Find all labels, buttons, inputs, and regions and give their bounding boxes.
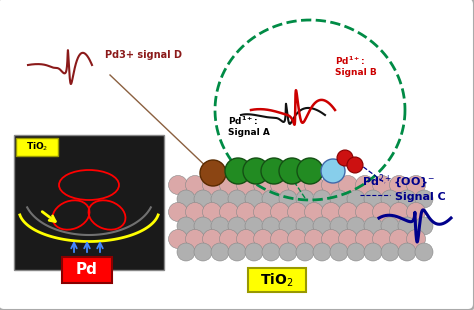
Circle shape	[364, 217, 382, 235]
Circle shape	[330, 190, 348, 208]
Circle shape	[398, 243, 416, 261]
Circle shape	[177, 243, 195, 261]
Circle shape	[296, 190, 314, 208]
Circle shape	[219, 229, 238, 249]
Circle shape	[202, 229, 221, 249]
FancyBboxPatch shape	[248, 268, 306, 292]
Text: Signal A: Signal A	[228, 128, 270, 137]
Circle shape	[347, 217, 365, 235]
Circle shape	[271, 229, 290, 249]
Text: TiO$_2$: TiO$_2$	[260, 271, 294, 289]
Circle shape	[228, 190, 246, 208]
Circle shape	[237, 229, 255, 249]
Circle shape	[185, 229, 204, 249]
Circle shape	[211, 190, 229, 208]
Bar	[16, 138, 58, 156]
Circle shape	[296, 243, 314, 261]
Circle shape	[225, 158, 251, 184]
Circle shape	[356, 202, 374, 222]
Circle shape	[356, 229, 374, 249]
Circle shape	[304, 175, 323, 194]
Circle shape	[261, 158, 287, 184]
Text: Signal C: Signal C	[395, 192, 446, 202]
Text: Pd: Pd	[76, 263, 98, 277]
Circle shape	[228, 217, 246, 235]
Circle shape	[211, 243, 229, 261]
Circle shape	[219, 202, 238, 222]
Circle shape	[279, 190, 297, 208]
Circle shape	[407, 175, 426, 194]
Circle shape	[390, 202, 409, 222]
Text: $\mathbf{Pd^{1+}}$:: $\mathbf{Pd^{1+}}$:	[335, 55, 365, 67]
Circle shape	[262, 190, 280, 208]
Circle shape	[168, 229, 188, 249]
Circle shape	[364, 243, 382, 261]
Circle shape	[338, 175, 357, 194]
Circle shape	[279, 158, 305, 184]
Circle shape	[279, 243, 297, 261]
Circle shape	[373, 229, 392, 249]
Circle shape	[296, 217, 314, 235]
Circle shape	[321, 202, 340, 222]
Circle shape	[415, 217, 433, 235]
Circle shape	[381, 243, 399, 261]
Circle shape	[228, 243, 246, 261]
Text: Signal B: Signal B	[335, 68, 377, 77]
Circle shape	[168, 175, 188, 194]
Circle shape	[237, 175, 255, 194]
Circle shape	[373, 175, 392, 194]
Circle shape	[330, 243, 348, 261]
Circle shape	[177, 190, 195, 208]
Text: $\mathbf{Pd^{1+}}$:: $\mathbf{Pd^{1+}}$:	[228, 115, 258, 127]
Circle shape	[194, 243, 212, 261]
Bar	[14, 135, 164, 270]
Circle shape	[398, 190, 416, 208]
Circle shape	[245, 190, 263, 208]
Circle shape	[330, 217, 348, 235]
Circle shape	[304, 229, 323, 249]
Circle shape	[194, 190, 212, 208]
Circle shape	[177, 217, 195, 235]
Circle shape	[254, 229, 273, 249]
Circle shape	[279, 217, 297, 235]
Circle shape	[243, 158, 269, 184]
Circle shape	[254, 202, 273, 222]
Circle shape	[347, 190, 365, 208]
Circle shape	[313, 217, 331, 235]
Circle shape	[211, 217, 229, 235]
Circle shape	[313, 243, 331, 261]
Circle shape	[194, 217, 212, 235]
Circle shape	[338, 202, 357, 222]
Circle shape	[288, 229, 307, 249]
Circle shape	[337, 150, 353, 166]
Circle shape	[202, 202, 221, 222]
Circle shape	[313, 190, 331, 208]
Circle shape	[364, 190, 382, 208]
Circle shape	[168, 202, 188, 222]
Circle shape	[271, 175, 290, 194]
Circle shape	[415, 243, 433, 261]
Circle shape	[390, 175, 409, 194]
Circle shape	[288, 175, 307, 194]
Circle shape	[338, 229, 357, 249]
Circle shape	[347, 157, 363, 173]
Circle shape	[297, 158, 323, 184]
Circle shape	[245, 217, 263, 235]
Circle shape	[321, 175, 340, 194]
Circle shape	[288, 202, 307, 222]
Circle shape	[237, 202, 255, 222]
Text: Pd$^{2+}${OO}$^{-}$: Pd$^{2+}${OO}$^{-}$	[362, 173, 436, 191]
Circle shape	[245, 243, 263, 261]
Circle shape	[254, 175, 273, 194]
Circle shape	[407, 202, 426, 222]
Circle shape	[407, 229, 426, 249]
Circle shape	[373, 202, 392, 222]
Circle shape	[202, 175, 221, 194]
Circle shape	[262, 217, 280, 235]
Circle shape	[185, 175, 204, 194]
Circle shape	[271, 202, 290, 222]
Circle shape	[347, 243, 365, 261]
Circle shape	[304, 202, 323, 222]
Circle shape	[415, 190, 433, 208]
